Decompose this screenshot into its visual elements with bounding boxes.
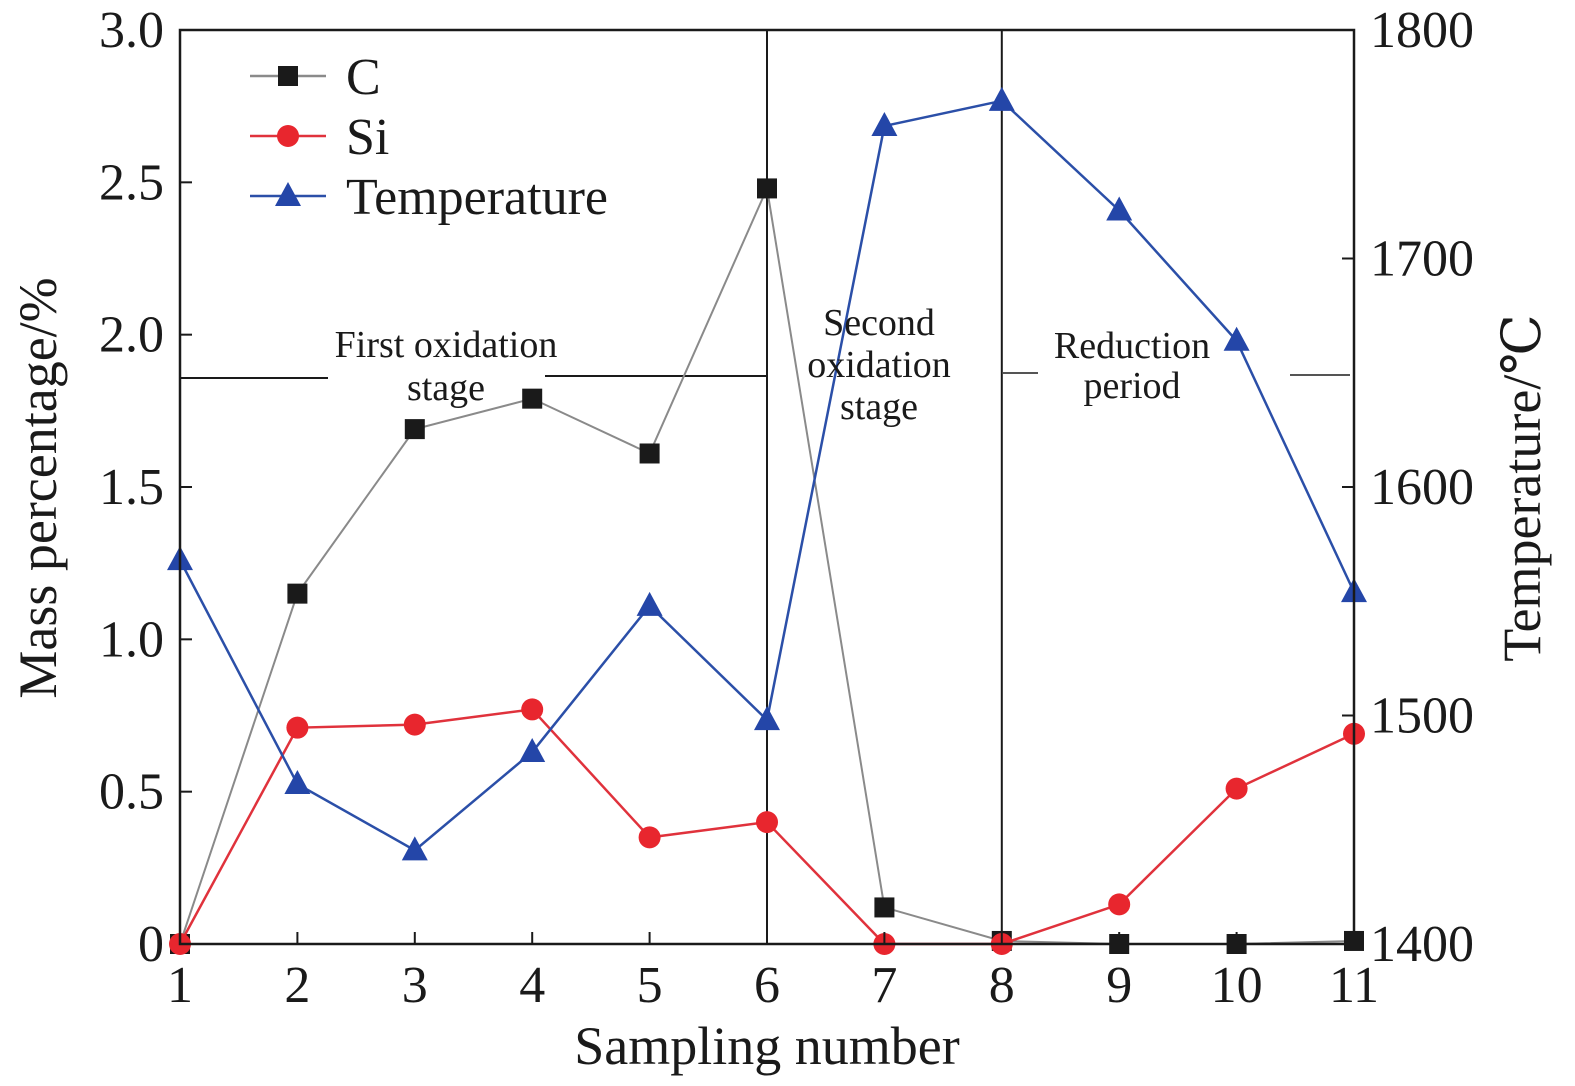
x-axis-title: Sampling number xyxy=(574,1016,959,1076)
si-point xyxy=(638,826,661,849)
x-tick-label: 7 xyxy=(871,957,897,1014)
c-point xyxy=(522,388,543,409)
y2-tick-label: 1600 xyxy=(1370,459,1474,516)
legend-label: C xyxy=(346,49,381,106)
y-tick-label: 0 xyxy=(138,916,164,973)
stage-bracket-lines xyxy=(180,372,1350,379)
x-tick-label: 10 xyxy=(1211,957,1263,1014)
x-tick-label: 4 xyxy=(519,957,545,1014)
temperature-point xyxy=(1106,196,1133,221)
x-tick-label: 11 xyxy=(1329,957,1379,1014)
y-tick-label: 3.0 xyxy=(99,2,164,59)
c-point xyxy=(757,178,777,199)
legend-label: Temperature xyxy=(346,169,608,226)
si-point xyxy=(286,716,309,739)
second-stage-label-line1: Second xyxy=(823,302,935,344)
stage-labels: First oxidation stage Second oxidation s… xyxy=(335,302,1210,428)
reduction-label-line1: Reduction xyxy=(1054,325,1210,367)
x-tick-label: 6 xyxy=(754,957,780,1014)
temperature-point xyxy=(636,591,663,616)
y-axis-title: Mass percentage/% xyxy=(8,277,68,698)
y-tick-labels: 0 0.5 1.0 1.5 2.0 2.5 3.0 xyxy=(99,2,164,973)
temperature-point xyxy=(754,706,780,731)
y2-tick-labels: 1400 1500 1600 1700 1800 xyxy=(1370,2,1474,973)
legend-marker xyxy=(278,66,298,86)
x-tick-label: 3 xyxy=(402,957,428,1014)
first-stage-label-line2: stage xyxy=(407,367,485,409)
c-point xyxy=(404,419,425,440)
legend-item-c: C xyxy=(250,49,381,106)
axis-ticks xyxy=(179,29,1355,945)
si-point xyxy=(521,698,544,721)
stage-dividers xyxy=(766,30,1003,944)
x-tick-label: 9 xyxy=(1106,957,1132,1014)
second-stage-label-line2: oxidation xyxy=(807,344,951,386)
x-tick-labels: 1 2 3 4 5 6 7 8 9 10 11 xyxy=(167,957,1379,1014)
legend-item-temperature: Temperature xyxy=(250,169,608,226)
temperature-point xyxy=(401,836,428,861)
series-layer xyxy=(167,86,1367,955)
y2-tick-label: 1500 xyxy=(1370,688,1474,745)
temperature-point xyxy=(519,738,546,763)
series-c xyxy=(170,178,1364,954)
si-point xyxy=(1108,893,1131,916)
x-tick-label: 2 xyxy=(284,957,310,1014)
si-point xyxy=(1225,777,1248,800)
y2-tick-label: 1700 xyxy=(1370,231,1474,288)
y-tick-label: 1.5 xyxy=(99,459,164,516)
reduction-label-line2: period xyxy=(1083,365,1180,407)
temperature-point xyxy=(1223,326,1250,351)
first-stage-label-line1: First oxidation xyxy=(335,324,558,366)
x-tick-label: 8 xyxy=(989,957,1015,1014)
c-point xyxy=(874,897,895,918)
y2-tick-label: 1800 xyxy=(1370,2,1474,59)
si-point xyxy=(403,713,426,736)
second-stage-label-line3: stage xyxy=(840,386,918,428)
y-tick-label: 2.5 xyxy=(99,154,164,211)
y2-axis-title: Temperature/℃ xyxy=(1492,314,1552,661)
y-tick-label: 1.0 xyxy=(99,611,164,668)
temperature-point xyxy=(988,86,1015,111)
legend-marker xyxy=(277,125,299,147)
c-point xyxy=(639,443,660,464)
legend-item-si: Si xyxy=(250,109,389,166)
si-point xyxy=(756,811,778,834)
temperature-point xyxy=(284,770,311,795)
x-tick-label: 1 xyxy=(167,957,193,1014)
x-tick-label: 5 xyxy=(637,957,663,1014)
y-tick-label: 0.5 xyxy=(99,764,164,821)
legend-marker xyxy=(275,182,301,206)
legend-label: Si xyxy=(346,109,389,166)
y-tick-label: 2.0 xyxy=(99,307,164,364)
y2-tick-label: 1400 xyxy=(1370,916,1474,973)
temperature-point xyxy=(871,111,898,136)
series-si xyxy=(169,698,1365,955)
c-point xyxy=(287,583,308,604)
